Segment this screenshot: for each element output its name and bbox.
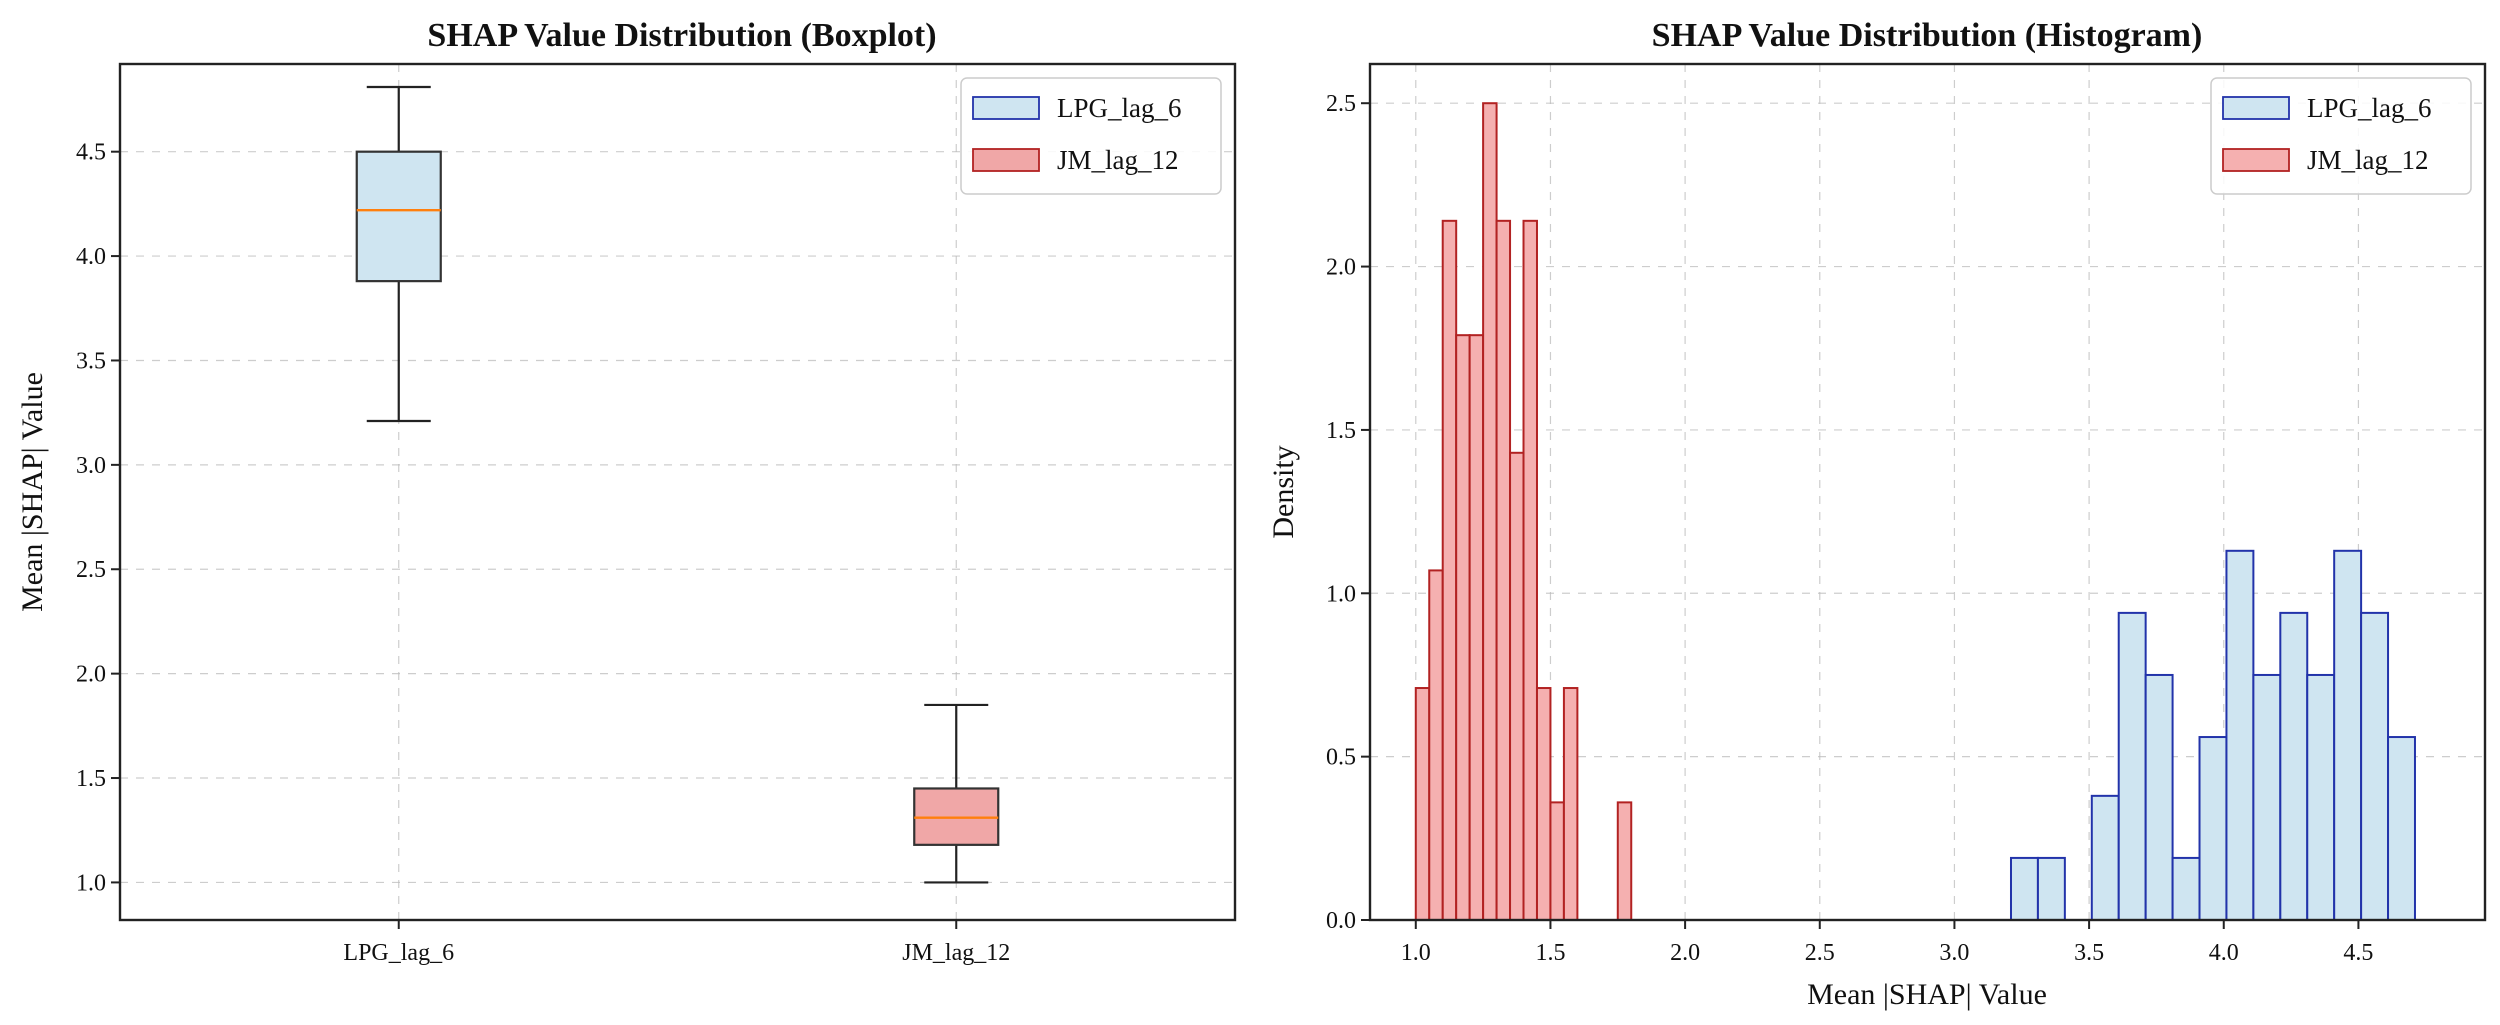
histogram-x-tick-label: 3.5: [2074, 940, 2104, 966]
hist-bar-lpg-lag-6: [2306, 673, 2336, 922]
histogram-panel: SHAP Value Distribution (Histogram) Dens…: [1267, 17, 2487, 1011]
hist-bar-lpg-lag-6: [2360, 611, 2390, 921]
boxplot-y-tick-label: 2.0: [76, 662, 106, 688]
histogram-y-tick-label: 2.5: [1326, 91, 1356, 117]
hist-bar-jm-lag-12: [1414, 687, 1431, 921]
boxplot-legend-label-jm-lag-12: JM_lag_12: [1057, 145, 1179, 175]
histogram-x-tick-label: 2.0: [1670, 940, 1700, 966]
histogram-x-axis-label: Mean |SHAP| Value: [1807, 978, 2047, 1011]
hist-bar-lpg-lag-6: [2090, 794, 2120, 922]
hist-bar-lpg-lag-6: [2036, 856, 2066, 921]
hist-bar-jm-lag-12: [1468, 334, 1485, 921]
histogram-y-tick-label: 0.5: [1326, 745, 1356, 771]
box-lpg-lag-6-iqr: [355, 150, 442, 283]
hist-bar-lpg-lag-6: [2279, 611, 2309, 921]
hist-bar-jm-lag-12: [1441, 219, 1458, 922]
boxplot-y-tick-label: 3.5: [76, 348, 106, 374]
boxplot-legend-swatch-lpg-lag-6: [972, 96, 1040, 120]
hist-bar-lpg-lag-6: [2198, 736, 2228, 921]
boxplot-x-tick-label: LPG_lag_6: [343, 940, 454, 966]
hist-bar-jm-lag-12: [1509, 451, 1525, 921]
histogram-y-tick-label: 1.0: [1326, 581, 1356, 607]
hist-bar-jm-lag-12: [1616, 801, 1633, 921]
hist-bar-jm-lag-12: [1495, 219, 1512, 922]
hist-bar-jm-lag-12: [1522, 219, 1538, 922]
hist-bar-lpg-lag-6: [2144, 673, 2174, 922]
histogram-title: SHAP Value Distribution (Histogram): [1652, 17, 2203, 54]
boxplot-boxes: [355, 85, 1000, 884]
boxplot-y-axis-label: Mean |SHAP| Value: [16, 372, 49, 612]
hist-bar-jm-lag-12: [1428, 569, 1444, 922]
hist-bar-jm-lag-12: [1535, 687, 1552, 921]
boxplot-y-tick-label: 4.5: [76, 140, 106, 166]
boxplot-y-tick-label: 3.0: [76, 453, 106, 479]
histogram-y-tick-label: 2.0: [1326, 255, 1356, 281]
histogram-x-tick-label: 3.0: [1939, 940, 1969, 966]
hist-bar-lpg-lag-6: [2009, 856, 2039, 921]
boxplot-y-tick-label: 4.0: [76, 244, 106, 270]
hist-bar-jm-lag-12: [1455, 334, 1471, 921]
boxplot-x-ticks: LPG_lag_6 JM_lag_12: [343, 920, 1010, 966]
boxplot-legend: LPG_lag_6 JM_lag_12: [960, 77, 1222, 195]
histogram-x-tick-label: 1.0: [1401, 940, 1431, 966]
hist-bar-lpg-lag-6: [2171, 856, 2201, 921]
boxplot-panel: SHAP Value Distribution (Boxplot) Mean |…: [16, 17, 1237, 966]
histogram-y-tick-label: 1.5: [1326, 418, 1356, 444]
histogram-x-tick-label: 4.5: [2343, 940, 2373, 966]
histogram-legend-swatch-lpg-lag-6: [2222, 96, 2290, 120]
hist-bar-lpg-lag-6: [2333, 549, 2363, 921]
boxplot-y-tick-label: 2.5: [76, 557, 106, 583]
boxplot-legend-label-lpg-lag-6: LPG_lag_6: [1057, 93, 1182, 123]
boxplot-y-ticks: 1.0 1.5 2.0 2.5 3.0 3.5 4.0 4.5: [76, 140, 120, 896]
histogram-y-axis-label: Density: [1267, 445, 1300, 538]
boxplot-y-tick-label: 1.0: [76, 870, 106, 896]
hist-bar-lpg-lag-6: [2117, 611, 2147, 921]
histogram-x-ticks: 1.0 1.5 2.0 2.5 3.0 3.5 4.0 4.5: [1401, 920, 2373, 966]
histogram-legend: LPG_lag_6 JM_lag_12: [2210, 77, 2472, 195]
histogram-legend-swatch-jm-lag-12: [2222, 148, 2290, 172]
hist-bar-jm-lag-12: [1482, 102, 1498, 921]
histogram-legend-label-lpg-lag-6: LPG_lag_6: [2307, 93, 2432, 123]
boxplot-y-tick-label: 1.5: [76, 766, 106, 792]
histogram-legend-label-jm-lag-12: JM_lag_12: [2307, 145, 2429, 175]
hist-bar-lpg-lag-6: [2252, 673, 2282, 922]
histogram-y-ticks: 0.0 0.5 1.0 1.5 2.0 2.5: [1326, 91, 1370, 934]
histogram-y-tick-label: 0.0: [1326, 908, 1356, 934]
hist-bar-lpg-lag-6: [2387, 736, 2416, 921]
boxplot-legend-swatch-jm-lag-12: [972, 148, 1040, 172]
hist-bar-lpg-lag-6: [2225, 549, 2255, 921]
histogram-x-tick-label: 2.5: [1805, 940, 1835, 966]
histogram-x-tick-label: 4.0: [2209, 940, 2239, 966]
histogram-x-tick-label: 1.5: [1535, 940, 1565, 966]
boxplot-x-tick-label: JM_lag_12: [902, 940, 1010, 966]
hist-bar-jm-lag-12: [1562, 687, 1579, 921]
histogram-frame: [1368, 62, 2487, 922]
hist-bar-jm-lag-12: [1549, 801, 1565, 921]
boxplot-frame: [118, 62, 1237, 922]
boxplot-title: SHAP Value Distribution (Boxplot): [427, 17, 936, 54]
